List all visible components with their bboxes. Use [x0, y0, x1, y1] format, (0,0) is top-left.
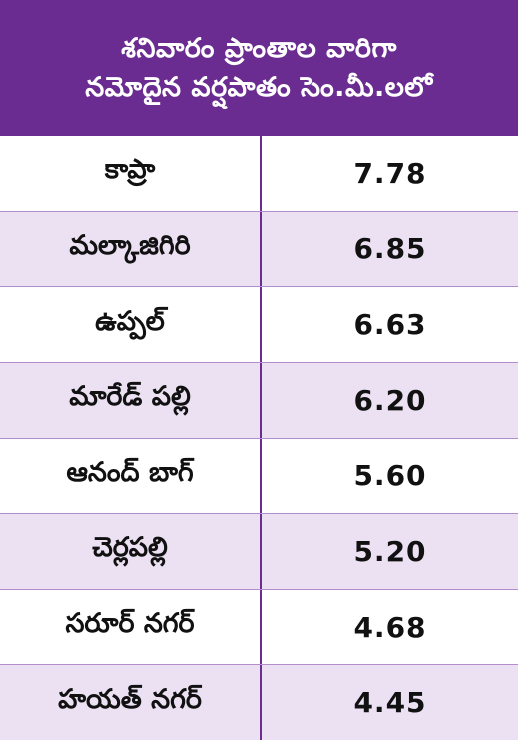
table-row: కాప్రా 7.78: [0, 136, 518, 212]
table-row: ఉప్పల్ 6.63: [0, 287, 518, 363]
rainfall-value: 5.20: [353, 534, 427, 568]
header-title-line-2: నమోదైన వర్షపాతం సెం.మీ.లలో: [85, 72, 433, 103]
rainfall-value: 4.68: [353, 610, 427, 644]
header-title-line-1: శనివారం ప్రాంతాల వారిగా: [121, 32, 397, 64]
table-row: మారేడ్ పల్లి 6.20: [0, 362, 518, 439]
rainfall-value: 6.85: [353, 232, 427, 266]
table-row: సరూర్ నగర్ 4.68: [0, 589, 518, 666]
area-name: ఆనంద్ బాగ్: [0, 438, 262, 514]
rainfall-value: 7.78: [353, 156, 427, 190]
rainfall-value: 4.45: [353, 686, 427, 720]
rainfall-value: 6.20: [353, 383, 427, 417]
area-name: హయత్ నగర్: [0, 665, 262, 740]
table-row: మల్కాజిగిరి 6.85: [0, 211, 518, 288]
area-name: కాప్రా: [0, 136, 262, 211]
area-name: సరూర్ నగర్: [0, 589, 262, 665]
table-row: హయత్ నగర్ 4.45: [0, 665, 518, 740]
area-name: మల్కాజిగిరి: [0, 211, 262, 287]
area-name: చెర్లపల్లి: [0, 514, 262, 589]
table-row: ఆనంద్ బాగ్ 5.60: [0, 438, 518, 515]
rainfall-table: కాప్రా 7.78 మల్కాజిగిరి 6.85 ఉప్పల్ 6.63…: [0, 136, 518, 740]
area-name: ఉప్పల్: [0, 287, 262, 362]
rainfall-value: 6.63: [353, 308, 427, 342]
table-row: చెర్లపల్లి 5.20: [0, 514, 518, 590]
rainfall-value: 5.60: [353, 459, 427, 493]
area-name: మారేడ్ పల్లి: [0, 362, 262, 438]
table-header: శనివారం ప్రాంతాల వారిగా నమోదైన వర్షపాతం …: [0, 0, 518, 136]
